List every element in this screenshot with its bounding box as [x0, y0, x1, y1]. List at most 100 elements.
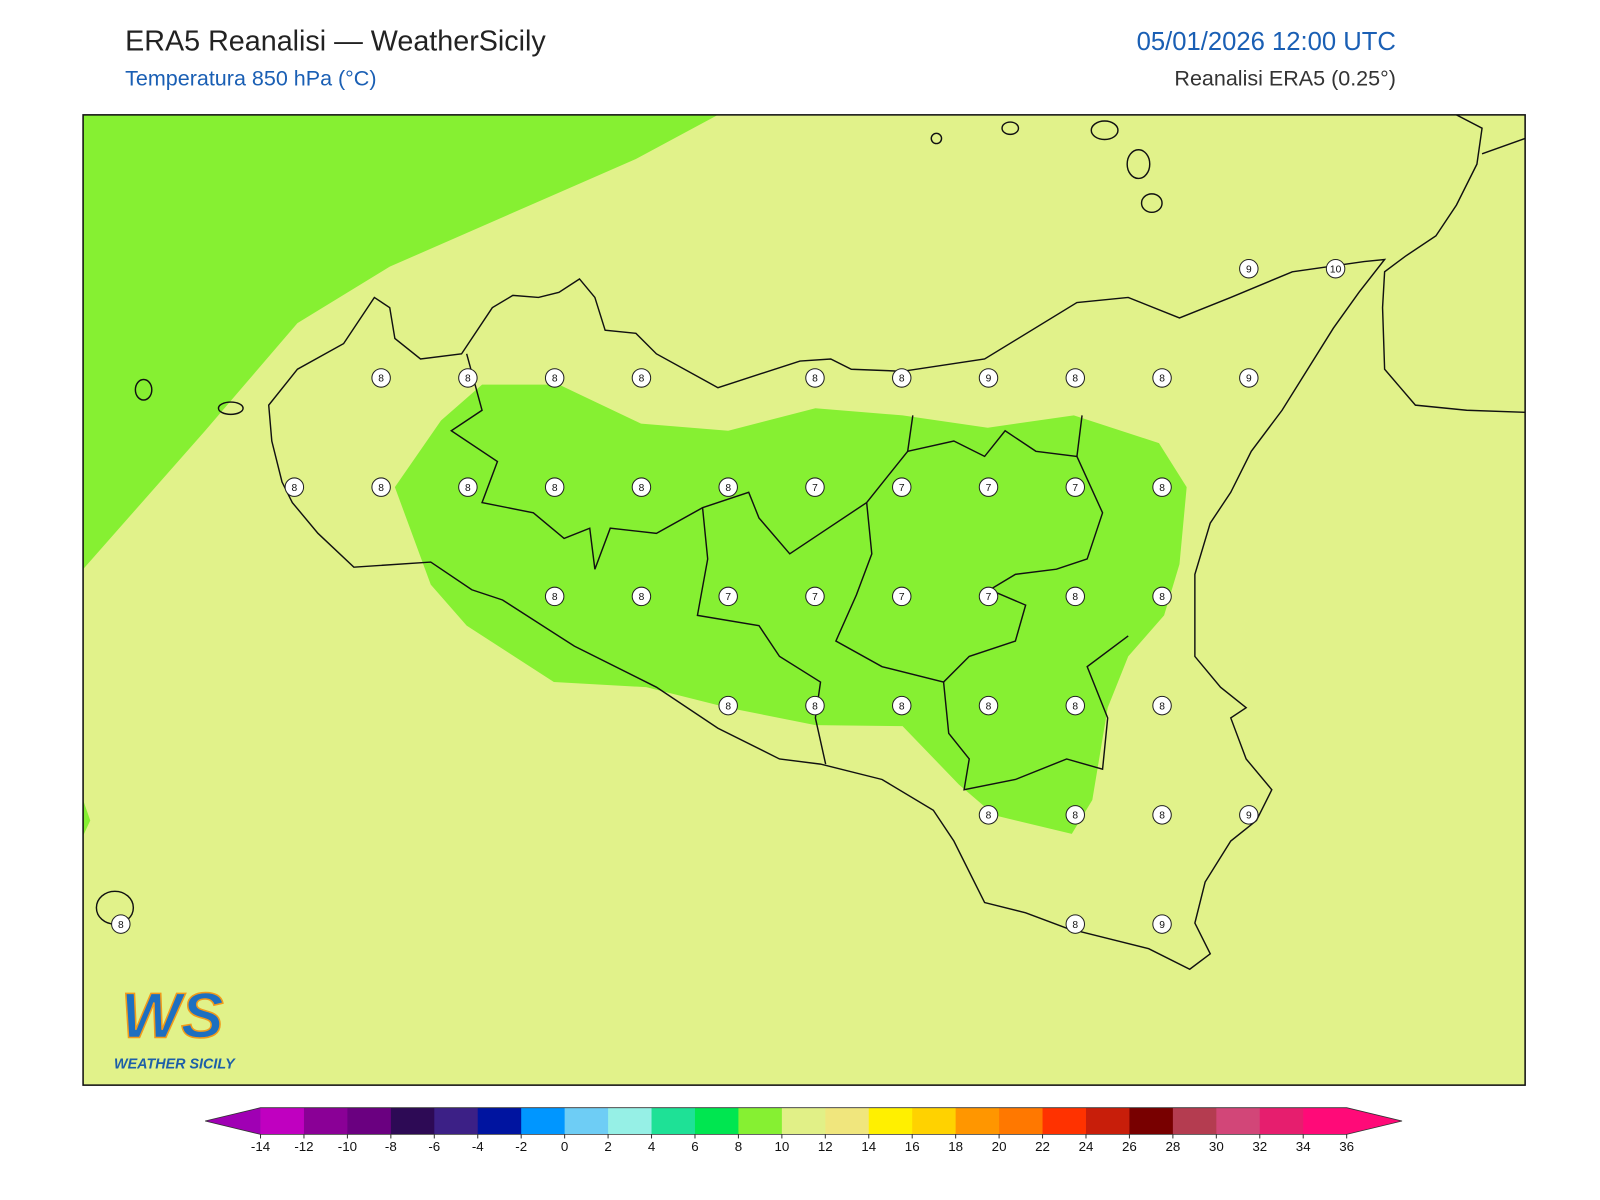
map-frame [82, 114, 1526, 1086]
colorbar-box [521, 1107, 566, 1135]
colorbar-over [1346, 1107, 1403, 1135]
point-value: 8 [465, 483, 471, 494]
point-marker [892, 586, 912, 607]
colorbar-box [1085, 1107, 1130, 1135]
colorbar-box [303, 1107, 348, 1135]
point-marker [1065, 586, 1086, 607]
point-value: 8 [639, 592, 645, 603]
colorbar-tick-label: -14 [251, 1139, 271, 1154]
colorbar-tick-label: 12 [818, 1139, 833, 1154]
point-value: 8 [639, 483, 645, 494]
point-marker [718, 695, 738, 716]
colorbar-tick-label: 14 [861, 1139, 876, 1154]
point-value: 8 [378, 483, 384, 494]
point-marker [1152, 368, 1172, 388]
colorbar-box [912, 1107, 957, 1135]
point-value: 8 [292, 483, 298, 494]
point-value: 8 [552, 592, 558, 603]
colorbar-tick-label: 8 [735, 1139, 742, 1154]
coastline [95, 114, 1526, 971]
point-value: 7 [812, 483, 818, 494]
point-value: 8 [1159, 811, 1165, 822]
colorbar-box [955, 1107, 1000, 1135]
point-marker [1065, 914, 1086, 934]
point-marker [458, 368, 478, 388]
source: Reanalisi ERA5 (0.25°) [1174, 67, 1395, 91]
colorbar-box [564, 1107, 609, 1135]
point-marker [631, 586, 652, 607]
colorbar-tick-label: -4 [472, 1139, 484, 1154]
colorbar-box [390, 1107, 435, 1135]
point-marker [284, 477, 305, 497]
point-marker [631, 477, 652, 497]
point-value: 8 [725, 483, 731, 494]
colorbar-box [1129, 1107, 1174, 1135]
point-marker [1239, 258, 1259, 279]
point-marker [805, 477, 825, 497]
point-value: 8 [812, 374, 818, 385]
point-value: 8 [899, 701, 905, 712]
colorbar-tick-label: 10 [774, 1139, 789, 1154]
point-value: 8 [812, 701, 818, 712]
point-value: 8 [1072, 920, 1078, 931]
point-marker [111, 914, 131, 934]
point-value: 8 [552, 374, 558, 385]
point-marker [718, 477, 738, 497]
point-marker [892, 695, 912, 716]
point-value: 8 [725, 701, 731, 712]
colorbar-tick-label: -10 [338, 1139, 357, 1154]
point-marker [805, 586, 825, 607]
map: 9 10 8 8 8 8 8 8 9 8 8 9 8 8 8 8 8 8 7 7 7 7 8 8 8 7 7 7 7 8 8 8 8 8 8 8 8 8 8… [82, 114, 1526, 1086]
point-labels: 9 10 8 8 8 8 8 8 9 8 8 9 8 8 8 8 8 8 7 7 7 7 8 8 8 7 7 7 7 8 8 8 8 8 8 8 8 8 8… [111, 258, 1346, 934]
colorbar-box [347, 1107, 392, 1135]
subtitle: Temperatura 850 hPa (°C) [125, 67, 376, 91]
colorbar-tick-label: 34 [1296, 1139, 1311, 1154]
point-value: 8 [986, 811, 992, 822]
colorbar-box [260, 1107, 305, 1135]
logo-mark: WS [121, 980, 223, 1051]
point-marker [371, 368, 391, 388]
point-marker [1065, 805, 1086, 825]
band-6-8 [83, 114, 718, 570]
point-marker [978, 805, 999, 825]
colorbar-box [608, 1107, 653, 1135]
colorbar-tick-label: 36 [1339, 1139, 1354, 1154]
point-marker [1065, 477, 1086, 497]
colorbar-tick-label: 0 [561, 1139, 568, 1154]
colorbar-tick-label: 32 [1252, 1139, 1267, 1154]
band-6-8 [83, 799, 91, 836]
point-value: 7 [986, 592, 992, 603]
point-value: 8 [1072, 374, 1078, 385]
logo-name: WEATHER SICILY [114, 1056, 236, 1072]
point-value: 8 [1072, 592, 1078, 603]
point-value: 9 [986, 374, 992, 385]
point-marker [544, 477, 565, 497]
point-marker [1152, 695, 1172, 716]
point-marker [892, 477, 912, 497]
point-value: 9 [1159, 920, 1165, 931]
colorbar-tick-label: 16 [905, 1139, 920, 1154]
colorbar-tick-label: 18 [948, 1139, 963, 1154]
colorbar-box [1259, 1107, 1304, 1135]
point-marker [978, 368, 999, 388]
colorbar-box [651, 1107, 696, 1135]
colorbar-box [1042, 1107, 1087, 1135]
colorbar-box [477, 1107, 522, 1135]
point-value: 8 [1159, 701, 1165, 712]
point-marker [544, 586, 565, 607]
point-marker [1152, 586, 1172, 607]
colorbar-box [825, 1107, 870, 1135]
colorbar-tick-label: -6 [428, 1139, 440, 1154]
point-marker [1152, 805, 1172, 825]
point-marker [458, 477, 478, 497]
point-marker [805, 368, 825, 388]
colorbar: -14 -12 -10 -8 -6 -4 -2 0 2 4 6 8 10 12 14 16 18 20 22 24 26… [205, 1107, 1403, 1154]
datetime: 05/01/2026 12:00 UTC [1137, 28, 1396, 56]
point-marker [805, 695, 825, 716]
colorbar-box [694, 1107, 739, 1135]
point-value: 8 [639, 374, 645, 385]
colorbar-tick-label: -12 [294, 1139, 313, 1154]
colorbar-tick-label: 26 [1122, 1139, 1137, 1154]
colorbar-box [738, 1107, 783, 1135]
